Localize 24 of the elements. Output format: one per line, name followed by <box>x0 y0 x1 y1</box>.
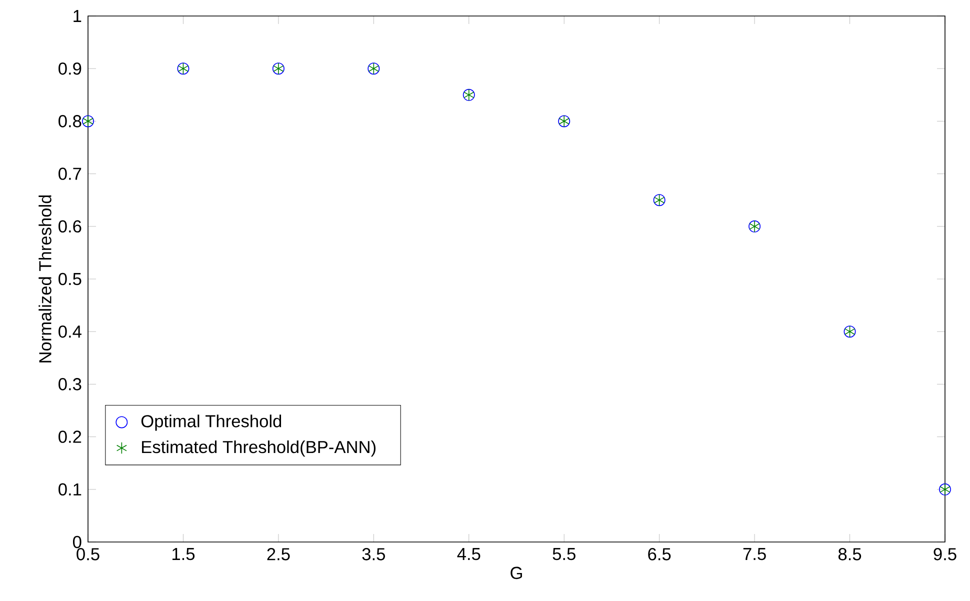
x-tick-label: 4.5 <box>457 548 480 560</box>
x-tick-label: 7.5 <box>743 548 766 560</box>
x-tick-label: 8.5 <box>838 548 862 560</box>
x-tick-label: 1.5 <box>172 548 195 560</box>
legend-label: Optimal Threshold <box>141 414 282 431</box>
y-tick-label: 0.1 <box>58 483 82 496</box>
y-tick-label: 0.3 <box>58 378 82 390</box>
y-tick-label: 0.8 <box>58 115 82 128</box>
y-axis-title: Normalized Threshold <box>38 195 52 362</box>
y-tick-label: 0 <box>72 536 82 548</box>
y-tick-label: 0.7 <box>58 168 82 180</box>
y-tick-label: 1 <box>74 10 82 22</box>
x-tick-label: 6.5 <box>648 548 671 560</box>
y-tick-label: 0.9 <box>58 62 82 75</box>
y-tick-label: 0.4 <box>58 325 82 338</box>
x-tick-label: 5.5 <box>552 548 576 560</box>
x-tick-label: 9.5 <box>934 548 956 560</box>
y-tick-label: 0.2 <box>58 430 82 443</box>
y-tick-label: 0.6 <box>58 220 82 233</box>
x-tick-label: 2.5 <box>267 548 290 560</box>
x-axis-title: G <box>510 566 522 580</box>
y-tick-label: 0.5 <box>58 272 82 286</box>
legend-label: Estimated Threshold(BP-ANN) <box>142 440 376 457</box>
x-tick-label: 3.5 <box>362 548 385 560</box>
